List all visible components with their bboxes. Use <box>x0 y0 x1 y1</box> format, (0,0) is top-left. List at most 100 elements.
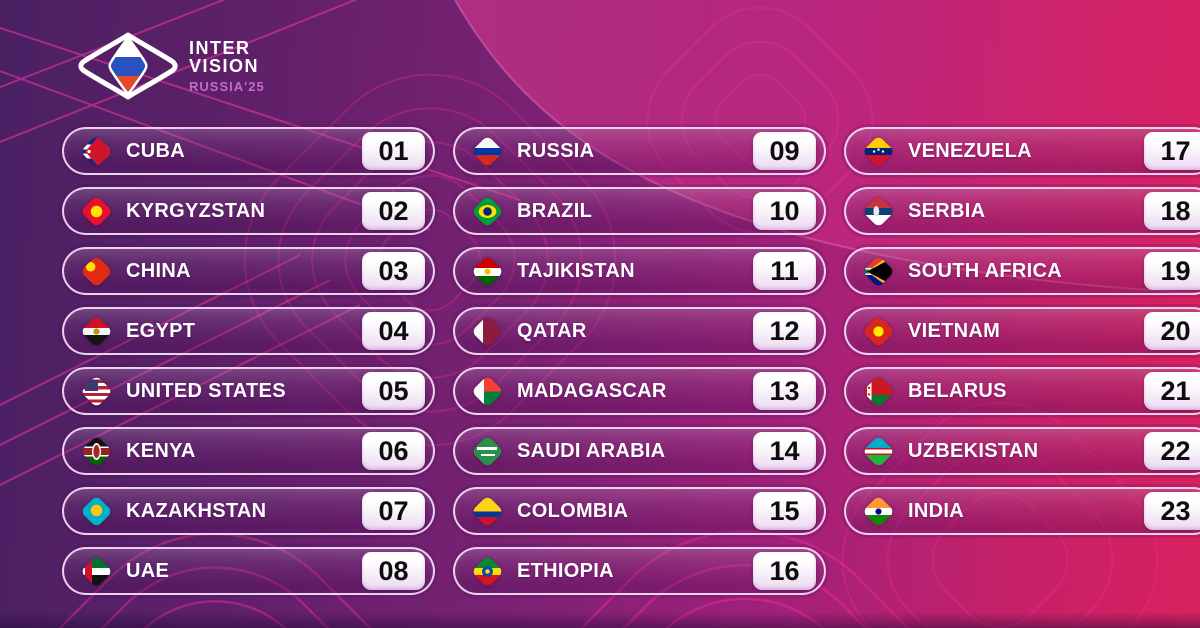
country-row: KAZAKHSTAN 07 <box>62 487 435 535</box>
country-row: COLOMBIA 15 <box>453 487 826 535</box>
country-row: QATAR 12 <box>453 307 826 355</box>
russia-flag-icon <box>470 134 504 168</box>
draw-number: 14 <box>753 432 816 470</box>
country-row: SOUTH AFRICA 19 <box>844 247 1200 295</box>
kyrgyzstan-flag-icon <box>79 194 113 228</box>
usa-flag-icon <box>79 374 113 408</box>
logo-title-line1: INTER <box>189 38 251 58</box>
country-row: UNITED STATES 05 <box>62 367 435 415</box>
cuba-flag-icon <box>79 134 113 168</box>
draw-number: 02 <box>362 192 425 230</box>
country-name: KENYA <box>126 439 196 462</box>
draw-number: 20 <box>1144 312 1200 350</box>
vietnam-flag-icon <box>861 314 895 348</box>
country-row: CHINA 03 <box>62 247 435 295</box>
country-row: MADAGASCAR 13 <box>453 367 826 415</box>
column-2: RUSSIA 09 BRAZIL 10 TAJIKISTAN 11 QATAR 12 MADAG… <box>453 127 826 607</box>
draw-number: 21 <box>1144 372 1200 410</box>
draw-number: 13 <box>753 372 816 410</box>
logo-title-line2: VISION <box>189 56 260 76</box>
column-3: VENEZUELA 17 SERBIA 18 SOUTH AFRICA 19 VIETNAM… <box>844 127 1200 547</box>
country-row: RUSSIA 09 <box>453 127 826 175</box>
draw-number: 11 <box>753 252 816 290</box>
draw-number: 07 <box>362 492 425 530</box>
country-row: CUBA 01 <box>62 127 435 175</box>
brazil-flag-icon <box>470 194 504 228</box>
country-row: SERBIA 18 <box>844 187 1200 235</box>
country-name: EGYPT <box>126 319 196 342</box>
country-row: INDIA 23 <box>844 487 1200 535</box>
country-row: UAE 08 <box>62 547 435 595</box>
column-1: CUBA 01 KYRGYZSTAN 02 CHINA 03 EGYPT 04 UNITED S… <box>62 127 435 607</box>
country-row: VIETNAM 20 <box>844 307 1200 355</box>
country-name: KYRGYZSTAN <box>126 199 266 222</box>
country-row: KYRGYZSTAN 02 <box>62 187 435 235</box>
draw-number: 04 <box>362 312 425 350</box>
country-name: COLOMBIA <box>517 499 629 522</box>
draw-number: 08 <box>362 552 425 590</box>
country-name: UZBEKISTAN <box>908 439 1039 462</box>
draw-number: 18 <box>1144 192 1200 230</box>
tajikistan-flag-icon <box>470 254 504 288</box>
intervision-logo: INTER VISION RUSSIA'25 <box>76 32 265 100</box>
country-row: UZBEKISTAN 22 <box>844 427 1200 475</box>
draw-number: 17 <box>1144 132 1200 170</box>
india-flag-icon <box>861 494 895 528</box>
country-name: INDIA <box>908 499 964 522</box>
country-name: CUBA <box>126 139 185 162</box>
draw-number: 09 <box>753 132 816 170</box>
draw-number: 06 <box>362 432 425 470</box>
uzbekistan-flag-icon <box>861 434 895 468</box>
country-row: SAUDI ARABIA 14 <box>453 427 826 475</box>
ethiopia-flag-icon <box>470 554 504 588</box>
country-name: SERBIA <box>908 199 986 222</box>
colombia-flag-icon <box>470 494 504 528</box>
country-name: UNITED STATES <box>126 379 286 402</box>
country-row: ETHIOPIA 16 <box>453 547 826 595</box>
country-name: MADAGASCAR <box>517 379 667 402</box>
kazakhstan-flag-icon <box>79 494 113 528</box>
qatar-flag-icon <box>470 314 504 348</box>
country-row: BELARUS 21 <box>844 367 1200 415</box>
egypt-flag-icon <box>79 314 113 348</box>
country-row: EGYPT 04 <box>62 307 435 355</box>
country-name: QATAR <box>517 319 587 342</box>
draw-number: 22 <box>1144 432 1200 470</box>
china-flag-icon <box>79 254 113 288</box>
country-name: SAUDI ARABIA <box>517 439 666 462</box>
bottom-vignette <box>0 612 1200 628</box>
venezuela-flag-icon <box>861 134 895 168</box>
country-row: BRAZIL 10 <box>453 187 826 235</box>
country-name: TAJIKISTAN <box>517 259 635 282</box>
draw-number: 12 <box>753 312 816 350</box>
country-name: ETHIOPIA <box>517 559 614 582</box>
draw-number: 01 <box>362 132 425 170</box>
draw-number: 19 <box>1144 252 1200 290</box>
country-name: SOUTH AFRICA <box>908 259 1062 282</box>
country-name: VIETNAM <box>908 319 1001 342</box>
madagascar-flag-icon <box>470 374 504 408</box>
draw-number: 05 <box>362 372 425 410</box>
country-name: BELARUS <box>908 379 1007 402</box>
running-order-list: CUBA 01 KYRGYZSTAN 02 CHINA 03 EGYPT 04 UNITED S… <box>62 127 1200 607</box>
draw-number: 16 <box>753 552 816 590</box>
country-row: KENYA 06 <box>62 427 435 475</box>
country-name: KAZAKHSTAN <box>126 499 267 522</box>
saudi-arabia-flag-icon <box>470 434 504 468</box>
intervision-logo-mark <box>78 32 178 100</box>
country-row: VENEZUELA 17 <box>844 127 1200 175</box>
country-row: TAJIKISTAN 11 <box>453 247 826 295</box>
draw-number: 10 <box>753 192 816 230</box>
country-name: VENEZUELA <box>908 139 1032 162</box>
logo-subtitle: RUSSIA'25 <box>189 79 265 94</box>
draw-number: 03 <box>362 252 425 290</box>
draw-number: 23 <box>1144 492 1200 530</box>
country-name: UAE <box>126 559 170 582</box>
country-name: BRAZIL <box>517 199 593 222</box>
kenya-flag-icon <box>79 434 113 468</box>
serbia-flag-icon <box>861 194 895 228</box>
south-africa-flag-icon <box>861 254 895 288</box>
uae-flag-icon <box>79 554 113 588</box>
country-name: CHINA <box>126 259 191 282</box>
